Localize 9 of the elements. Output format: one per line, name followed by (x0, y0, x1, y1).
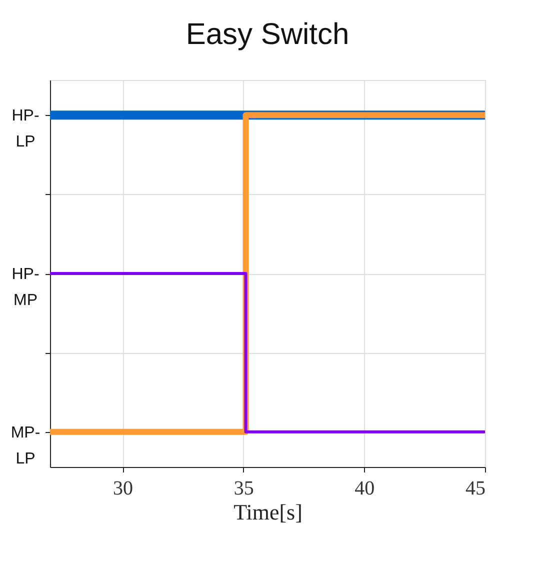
x-tick-label: 40 (354, 478, 375, 500)
x-tick-label: 45 (466, 478, 486, 500)
text: MP-LP (10, 424, 40, 468)
chart-title: Easy Switch (186, 18, 350, 51)
x-tick-label: 30 (113, 478, 133, 500)
text: HP-LP (12, 108, 40, 151)
x-tick-label: 35 (234, 478, 254, 500)
text: HP-MP (12, 266, 40, 309)
x-axis-title: Time[s] (234, 500, 302, 524)
